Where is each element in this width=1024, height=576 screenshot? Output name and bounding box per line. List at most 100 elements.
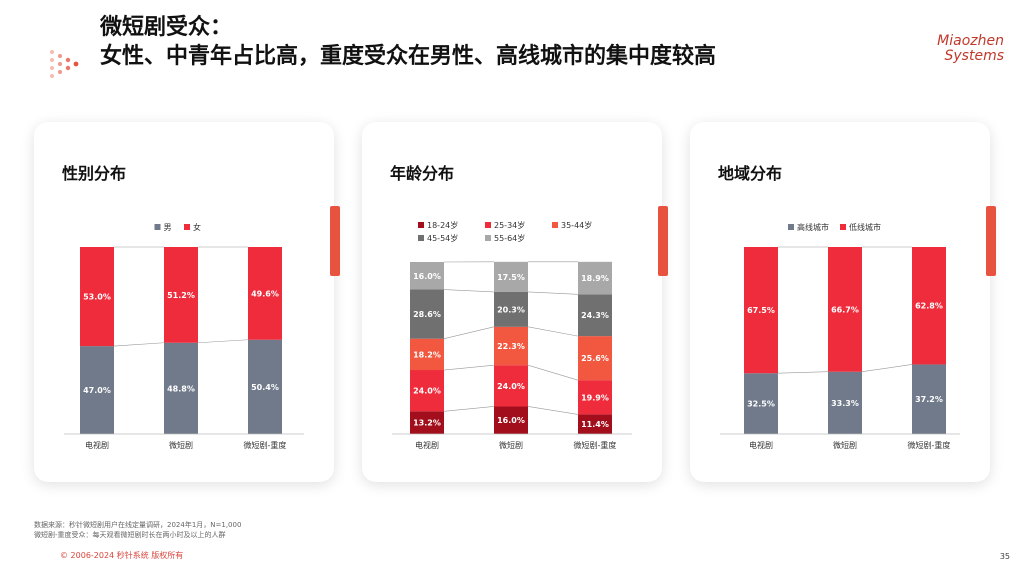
copyright: © 2006-2024 秒针系统 版权所有 <box>60 551 184 560</box>
region-panel-title: 地域分布 <box>718 164 783 183</box>
bar-segment <box>410 289 444 339</box>
bar-segment <box>410 370 444 412</box>
bar-segment <box>164 342 198 434</box>
data-label: 49.6% <box>251 289 279 298</box>
legend-label: 男 <box>164 223 172 232</box>
connector-line <box>527 406 579 415</box>
legend-label: 18-24岁 <box>427 220 458 230</box>
age-panel: 年龄分布 18-24岁 25-34岁 35-44岁 45-54岁 55-64岁 13.2%… <box>362 122 668 482</box>
bar-segment <box>494 406 528 434</box>
legend-label: 45-54岁 <box>427 233 458 243</box>
bar-segment <box>410 338 444 371</box>
data-label: 24.3% <box>581 311 609 320</box>
bar-segment <box>578 336 612 381</box>
bar-segment <box>744 247 778 374</box>
bar-segment <box>410 411 444 434</box>
title-block: 微短剧受众： 女性、中青年占比高，重度受众在男性、高线城市的集中度较高 <box>100 14 716 72</box>
data-label: 16.0% <box>497 416 525 425</box>
age-chart: 18-24岁 25-34岁 35-44岁 45-54岁 55-64岁 13.2% 24.0%… <box>392 220 632 450</box>
data-label: 24.0% <box>413 387 441 396</box>
legend-label: 35-44岁 <box>561 220 592 230</box>
bar-segment <box>494 291 528 327</box>
data-label: 18.9% <box>581 274 609 283</box>
region-panel: 地域分布 高线城市 低线城市 32.5% 67.5% 电视剧 33.3% 66.7% 微短剧 3… <box>690 122 996 482</box>
connector-line <box>443 406 495 412</box>
data-label: 17.5% <box>497 273 525 282</box>
legend-swatch <box>485 235 491 241</box>
bar-segment <box>912 247 946 365</box>
legend-swatch <box>154 224 161 230</box>
legend-swatch <box>184 224 190 230</box>
tick-label: 微短剧-重度 <box>908 440 951 450</box>
gender-panel-title: 性别分布 <box>62 164 127 183</box>
footnote-source: 数据来源：秒针微短剧用户在线定量调研，2024年1月，N=1,000 <box>34 521 242 529</box>
legend-swatch <box>552 222 558 228</box>
connector-line <box>527 326 579 337</box>
footnote-definition: 微短剧-重度受众：每天观看微短剧时长在两小时及以上的人群 <box>34 531 226 539</box>
bar-segment <box>828 371 862 434</box>
tick-label: 电视剧 <box>85 440 109 450</box>
age-panel-title: 年龄分布 <box>390 164 455 183</box>
data-label: 16.0% <box>413 272 441 281</box>
data-label: 24.0% <box>497 382 525 391</box>
data-label: 66.7% <box>831 305 859 314</box>
legend-swatch <box>840 224 846 230</box>
bar-segment <box>410 262 444 290</box>
bar-segment <box>80 247 114 347</box>
bar-segment <box>578 294 612 337</box>
data-label: 19.9% <box>581 393 609 402</box>
data-label: 25.6% <box>581 354 609 363</box>
data-label: 51.2% <box>167 291 195 300</box>
data-label: 22.3% <box>497 342 525 351</box>
data-label: 11.4% <box>581 420 609 429</box>
tick-label: 微短剧 <box>833 440 857 450</box>
data-label: 28.6% <box>413 310 441 319</box>
connector-line <box>197 339 249 344</box>
legend-swatch <box>418 235 424 241</box>
bar-segment <box>912 364 946 434</box>
data-label: 32.5% <box>747 400 775 409</box>
bar-segment <box>494 261 528 292</box>
legend-label: 女 <box>193 222 201 232</box>
data-label: 53.0% <box>83 293 111 302</box>
bar-segment <box>80 346 114 434</box>
bar-segment <box>494 365 528 407</box>
connector-line <box>527 291 579 295</box>
chevron-arrows-icon <box>50 50 79 78</box>
bar-segment <box>828 247 862 372</box>
tick-label: 微短剧 <box>499 440 523 450</box>
bar-segment <box>248 339 282 434</box>
tick-label: 微短剧 <box>169 440 193 450</box>
connector-line <box>527 364 579 381</box>
data-label: 50.4% <box>251 383 279 392</box>
gender-panel: 性别分布 男 女 47.0% 53.0% 电视剧 48.8% 51.2% 微短剧 50.4% 49… <box>34 122 340 482</box>
brand-logo: Miaozhen Systems <box>937 34 1004 64</box>
footnote: 数据来源：秒针微短剧用户在线定量调研，2024年1月，N=1,000 微短剧-重… <box>34 520 241 540</box>
region-chart: 高线城市 低线城市 32.5% 67.5% 电视剧 33.3% 66.7% 微短剧 37.2% 6… <box>720 222 960 450</box>
page-number: 35 <box>999 552 1010 561</box>
data-label: 47.0% <box>83 386 111 395</box>
connector-line <box>861 364 913 373</box>
data-label: 67.5% <box>747 306 775 315</box>
legend-swatch <box>418 222 424 228</box>
page-subtitle: 女性、中青年占比高，重度受众在男性、高线城市的集中度较高 <box>100 44 717 69</box>
legend-swatch <box>485 222 491 228</box>
connector-line <box>443 326 495 340</box>
panel-tab-accent <box>986 206 996 276</box>
legend-label: 低线城市 <box>849 222 881 232</box>
data-label: 20.3% <box>497 305 525 314</box>
tick-label: 微短剧-重度 <box>244 440 287 450</box>
legend-label: 25-34岁 <box>494 220 525 230</box>
bar-segment <box>578 414 612 434</box>
logo-line1: Miaozhen <box>937 33 1004 49</box>
data-label: 13.2% <box>413 419 441 428</box>
tick-label: 电视剧 <box>415 440 439 450</box>
bar-segment <box>164 247 198 343</box>
data-label: 37.2% <box>915 395 943 404</box>
tick-label: 微短剧-重度 <box>574 440 617 450</box>
data-label: 33.3% <box>831 399 859 408</box>
connector-line <box>113 342 165 347</box>
logo-line2: Systems <box>944 48 1005 64</box>
bar-segment <box>494 326 528 366</box>
data-label: 62.8% <box>915 302 943 311</box>
